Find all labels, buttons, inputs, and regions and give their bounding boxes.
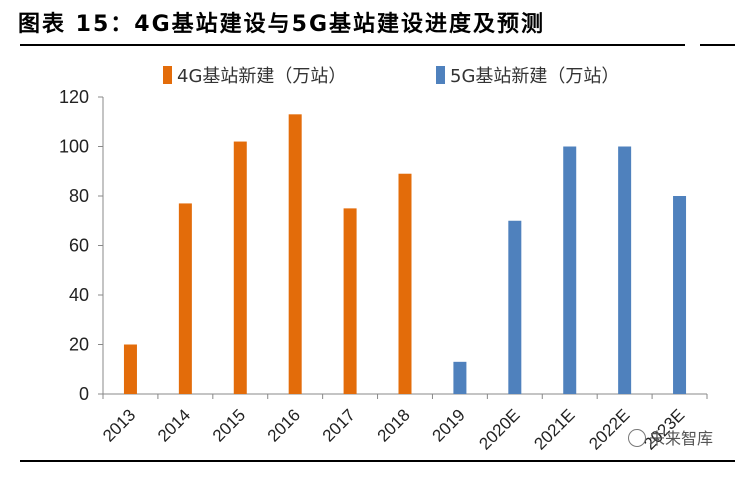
x-tick-label: 2021E: [530, 405, 578, 453]
bar-4g: [343, 208, 357, 394]
bar-4g: [123, 344, 137, 394]
watermark-text: 未来智库: [649, 429, 714, 448]
bar-5g: [453, 361, 467, 394]
x-tick-label: 2013: [99, 405, 139, 445]
x-tick-label: 2020E: [475, 405, 523, 453]
x-tick-label: 2017: [319, 405, 359, 445]
chart-title: 图表 15：4G基站建设与5G基站建设进度及预测: [18, 12, 546, 37]
bottom-rule: [20, 460, 735, 462]
bar-4g: [233, 141, 247, 394]
title-rule-right: [700, 44, 735, 46]
x-tick-label: 2019: [429, 405, 469, 445]
bar-5g: [673, 196, 687, 394]
x-tick-label: 2014: [154, 405, 194, 445]
y-tick-label: 120: [59, 87, 89, 107]
bar-4g: [178, 203, 192, 394]
legend-swatch: [163, 66, 172, 84]
bar-4g: [288, 114, 302, 394]
wechat-icon: [628, 429, 646, 447]
y-tick-label: 0: [79, 384, 89, 404]
legend-swatch: [436, 66, 445, 84]
y-tick-label: 80: [69, 186, 89, 206]
x-tick-label: 2022E: [585, 405, 633, 453]
y-tick-label: 20: [69, 335, 89, 355]
legend-label: 4G基站新建（万站）: [177, 66, 346, 87]
y-tick-label: 100: [59, 137, 89, 157]
bar-5g: [563, 146, 577, 394]
y-tick-label: 40: [69, 285, 89, 305]
title-rule: [20, 44, 685, 46]
bar-5g: [508, 220, 522, 394]
bar-4g: [398, 173, 412, 394]
y-tick-label: 60: [69, 236, 89, 256]
x-tick-label: 2015: [209, 405, 249, 445]
x-tick-label: 2018: [374, 405, 414, 445]
x-tick-label: 2016: [264, 405, 304, 445]
bar-5g: [618, 146, 632, 394]
watermark: 未来智库: [628, 425, 713, 449]
legend-label: 5G基站新建（万站）: [450, 66, 619, 87]
